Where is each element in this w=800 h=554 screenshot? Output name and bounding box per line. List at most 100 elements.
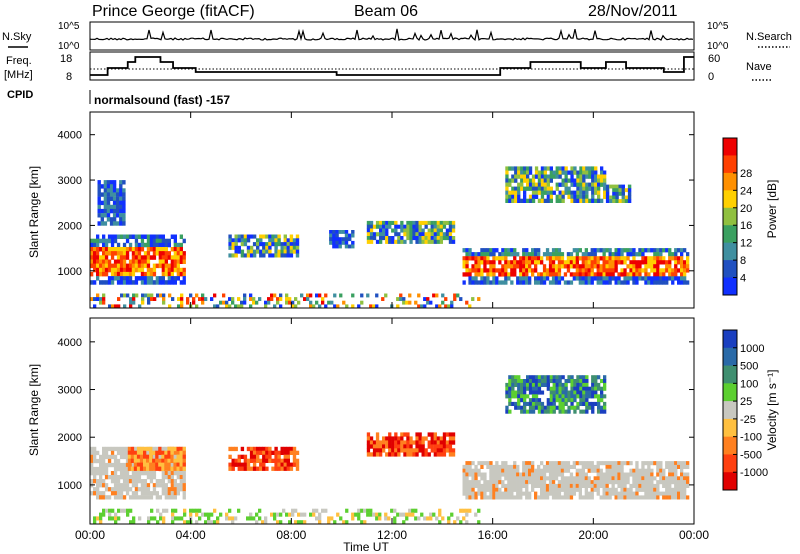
velocity-marks-cell	[686, 495, 690, 500]
velocity-marks-cell	[136, 446, 141, 452]
power-marks-cell	[112, 200, 117, 206]
velocity-marks-cell	[546, 375, 550, 380]
velocity-marks-cell	[96, 466, 100, 472]
velocity-marks-cell	[677, 464, 681, 469]
velocity-marks-cell	[584, 476, 588, 481]
velocity-marks-cell	[492, 495, 496, 500]
power-marks-cell	[164, 238, 168, 244]
power-marks-cell	[439, 220, 443, 225]
power-marks-cell	[510, 268, 514, 273]
velocity-marks-cell	[468, 491, 472, 496]
velocity-marks-cell	[228, 462, 232, 467]
power-marks-cell	[680, 260, 684, 265]
power-marks-cell	[332, 244, 336, 249]
power-marks-cell	[294, 304, 298, 309]
power-marks-cell	[611, 268, 615, 273]
velocity-marks-cell	[674, 483, 678, 488]
velocity-marks-cell	[182, 466, 186, 471]
power-marks-cell	[397, 239, 401, 244]
power-marks-cell	[134, 259, 139, 264]
velocity-marks-cell	[537, 405, 542, 410]
power-marks-cell	[180, 293, 184, 298]
colorbar-swatch	[723, 365, 737, 384]
power-marks-cell	[614, 256, 618, 261]
velocity-marks-cell	[143, 495, 148, 500]
velocity-marks-cell	[528, 386, 533, 391]
velocity-marks-cell	[143, 458, 147, 463]
power-marks-cell	[388, 224, 392, 229]
power-marks-cell	[471, 264, 475, 269]
velocity-marks-cell	[117, 508, 121, 513]
velocity-marks-cell	[650, 480, 654, 485]
velocity-marks-cell	[171, 520, 175, 525]
velocity-marks-cell	[575, 461, 579, 466]
power-marks-cell	[137, 234, 142, 239]
power-marks-cell	[173, 247, 177, 252]
power-marks-cell	[513, 252, 517, 257]
power-marks-cell	[677, 276, 681, 281]
velocity-marks-cell	[252, 462, 257, 467]
velocity-marks-cell	[216, 520, 220, 525]
power-marks-cell	[249, 293, 253, 298]
power-marks-cell	[391, 220, 395, 225]
velocity-marks-cell	[495, 491, 499, 496]
velocity-marks-cell	[283, 466, 287, 471]
power-marks-cell	[486, 276, 490, 281]
velocity-marks-cell	[507, 464, 511, 469]
velocity-marks-cell	[508, 390, 512, 395]
velocity-marks-cell	[528, 480, 532, 485]
velocity-marks-cell	[382, 444, 386, 449]
velocity-marks-cell	[686, 480, 690, 485]
power-marks-cell	[424, 236, 428, 241]
power-marks-cell	[385, 236, 389, 241]
power-marks-cell	[131, 255, 136, 260]
power-marks-cell	[588, 170, 592, 175]
velocity-marks-cell	[369, 508, 373, 513]
velocity-marks-cell	[505, 405, 509, 410]
velocity-marks-cell	[400, 432, 404, 437]
velocity-marks-cell	[405, 512, 409, 517]
power-marks-cell	[123, 293, 127, 298]
power-marks-cell	[620, 260, 624, 265]
power-marks-cell	[579, 182, 583, 187]
power-marks-cell	[289, 242, 294, 247]
velocity-marks-cell	[519, 487, 523, 492]
velocity-marks-cell	[438, 520, 442, 525]
velocity-marks-cell	[170, 462, 174, 468]
power-marks-cell	[617, 260, 621, 265]
power-marks-cell	[564, 166, 568, 171]
power-marks-cell	[125, 234, 130, 239]
power-marks-cell	[277, 249, 281, 254]
power-marks-cell	[344, 230, 349, 234]
velocity-marks-cell	[167, 491, 171, 496]
velocity-marks-cell	[641, 487, 645, 492]
velocity-marks-cell	[390, 508, 394, 513]
velocity-marks-cell	[626, 495, 630, 500]
velocity-marks-cell	[158, 466, 162, 471]
velocity-marks-cell	[597, 394, 601, 399]
velocity-marks-cell	[620, 491, 624, 496]
power-marks-cell	[602, 264, 606, 269]
power-marks-cell	[262, 249, 266, 254]
power-marks-cell	[462, 256, 466, 261]
velocity-marks-cell	[414, 516, 418, 521]
velocity-marks-cell	[523, 386, 527, 391]
velocity-marks-cell	[465, 464, 469, 469]
velocity-marks-cell	[369, 452, 374, 457]
power-marks-cell	[623, 280, 627, 285]
ytick-label: 3000	[58, 385, 82, 397]
power-marks-cell	[116, 221, 120, 226]
velocity-marks-cell	[573, 382, 577, 387]
power-marks-cell	[632, 280, 636, 285]
velocity-marks-cell	[243, 462, 248, 467]
power-marks-cell	[572, 264, 576, 269]
velocity-marks-cell	[563, 487, 568, 492]
power-marks-cell	[436, 232, 440, 237]
power-marks-cell	[528, 268, 532, 273]
velocity-marks-cell	[501, 468, 505, 473]
velocity-marks-cell	[292, 454, 297, 459]
power-marks-cell	[122, 200, 126, 206]
power-marks-cell	[435, 293, 439, 298]
velocity-marks-cell	[517, 390, 521, 395]
power-marks-cell	[647, 260, 651, 265]
